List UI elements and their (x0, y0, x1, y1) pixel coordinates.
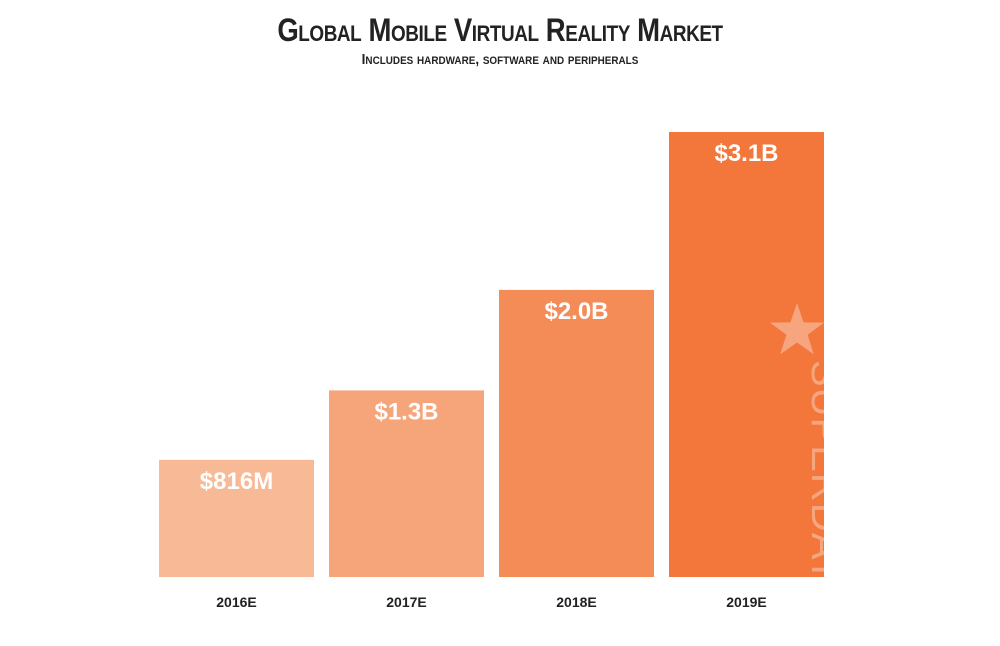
bar-2019E (669, 132, 824, 577)
bar-2018E (499, 289, 654, 577)
data-label-2019E: $3.1B (714, 140, 778, 167)
x-tick-label-2017E: 2017E (386, 594, 426, 610)
data-label-2017E: $1.3B (374, 398, 438, 425)
data-label-2018E: $2.0B (544, 298, 608, 325)
data-label-2016E: $816M (200, 468, 273, 495)
bar-2016E (159, 459, 314, 577)
x-tick-label-2019E: 2019E (726, 594, 766, 610)
bar-2017E (329, 390, 484, 577)
bars-group (159, 132, 824, 577)
star-icon (769, 303, 825, 355)
x-tick-label-2016E: 2016E (216, 594, 256, 610)
x-tick-label-2018E: 2018E (556, 594, 596, 610)
labels-group: $816M 2016E $1.3B 2017E $2.0B 2018E $3.1B 2019E (200, 140, 779, 610)
watermark-text: SUPERDATA (803, 360, 847, 608)
watermark: SUPERDATA (769, 303, 847, 608)
chart-title: Global Mobile Virtual Reality Market (277, 12, 723, 48)
chart-subtitle: Includes hardware, software and peripher… (361, 51, 639, 68)
